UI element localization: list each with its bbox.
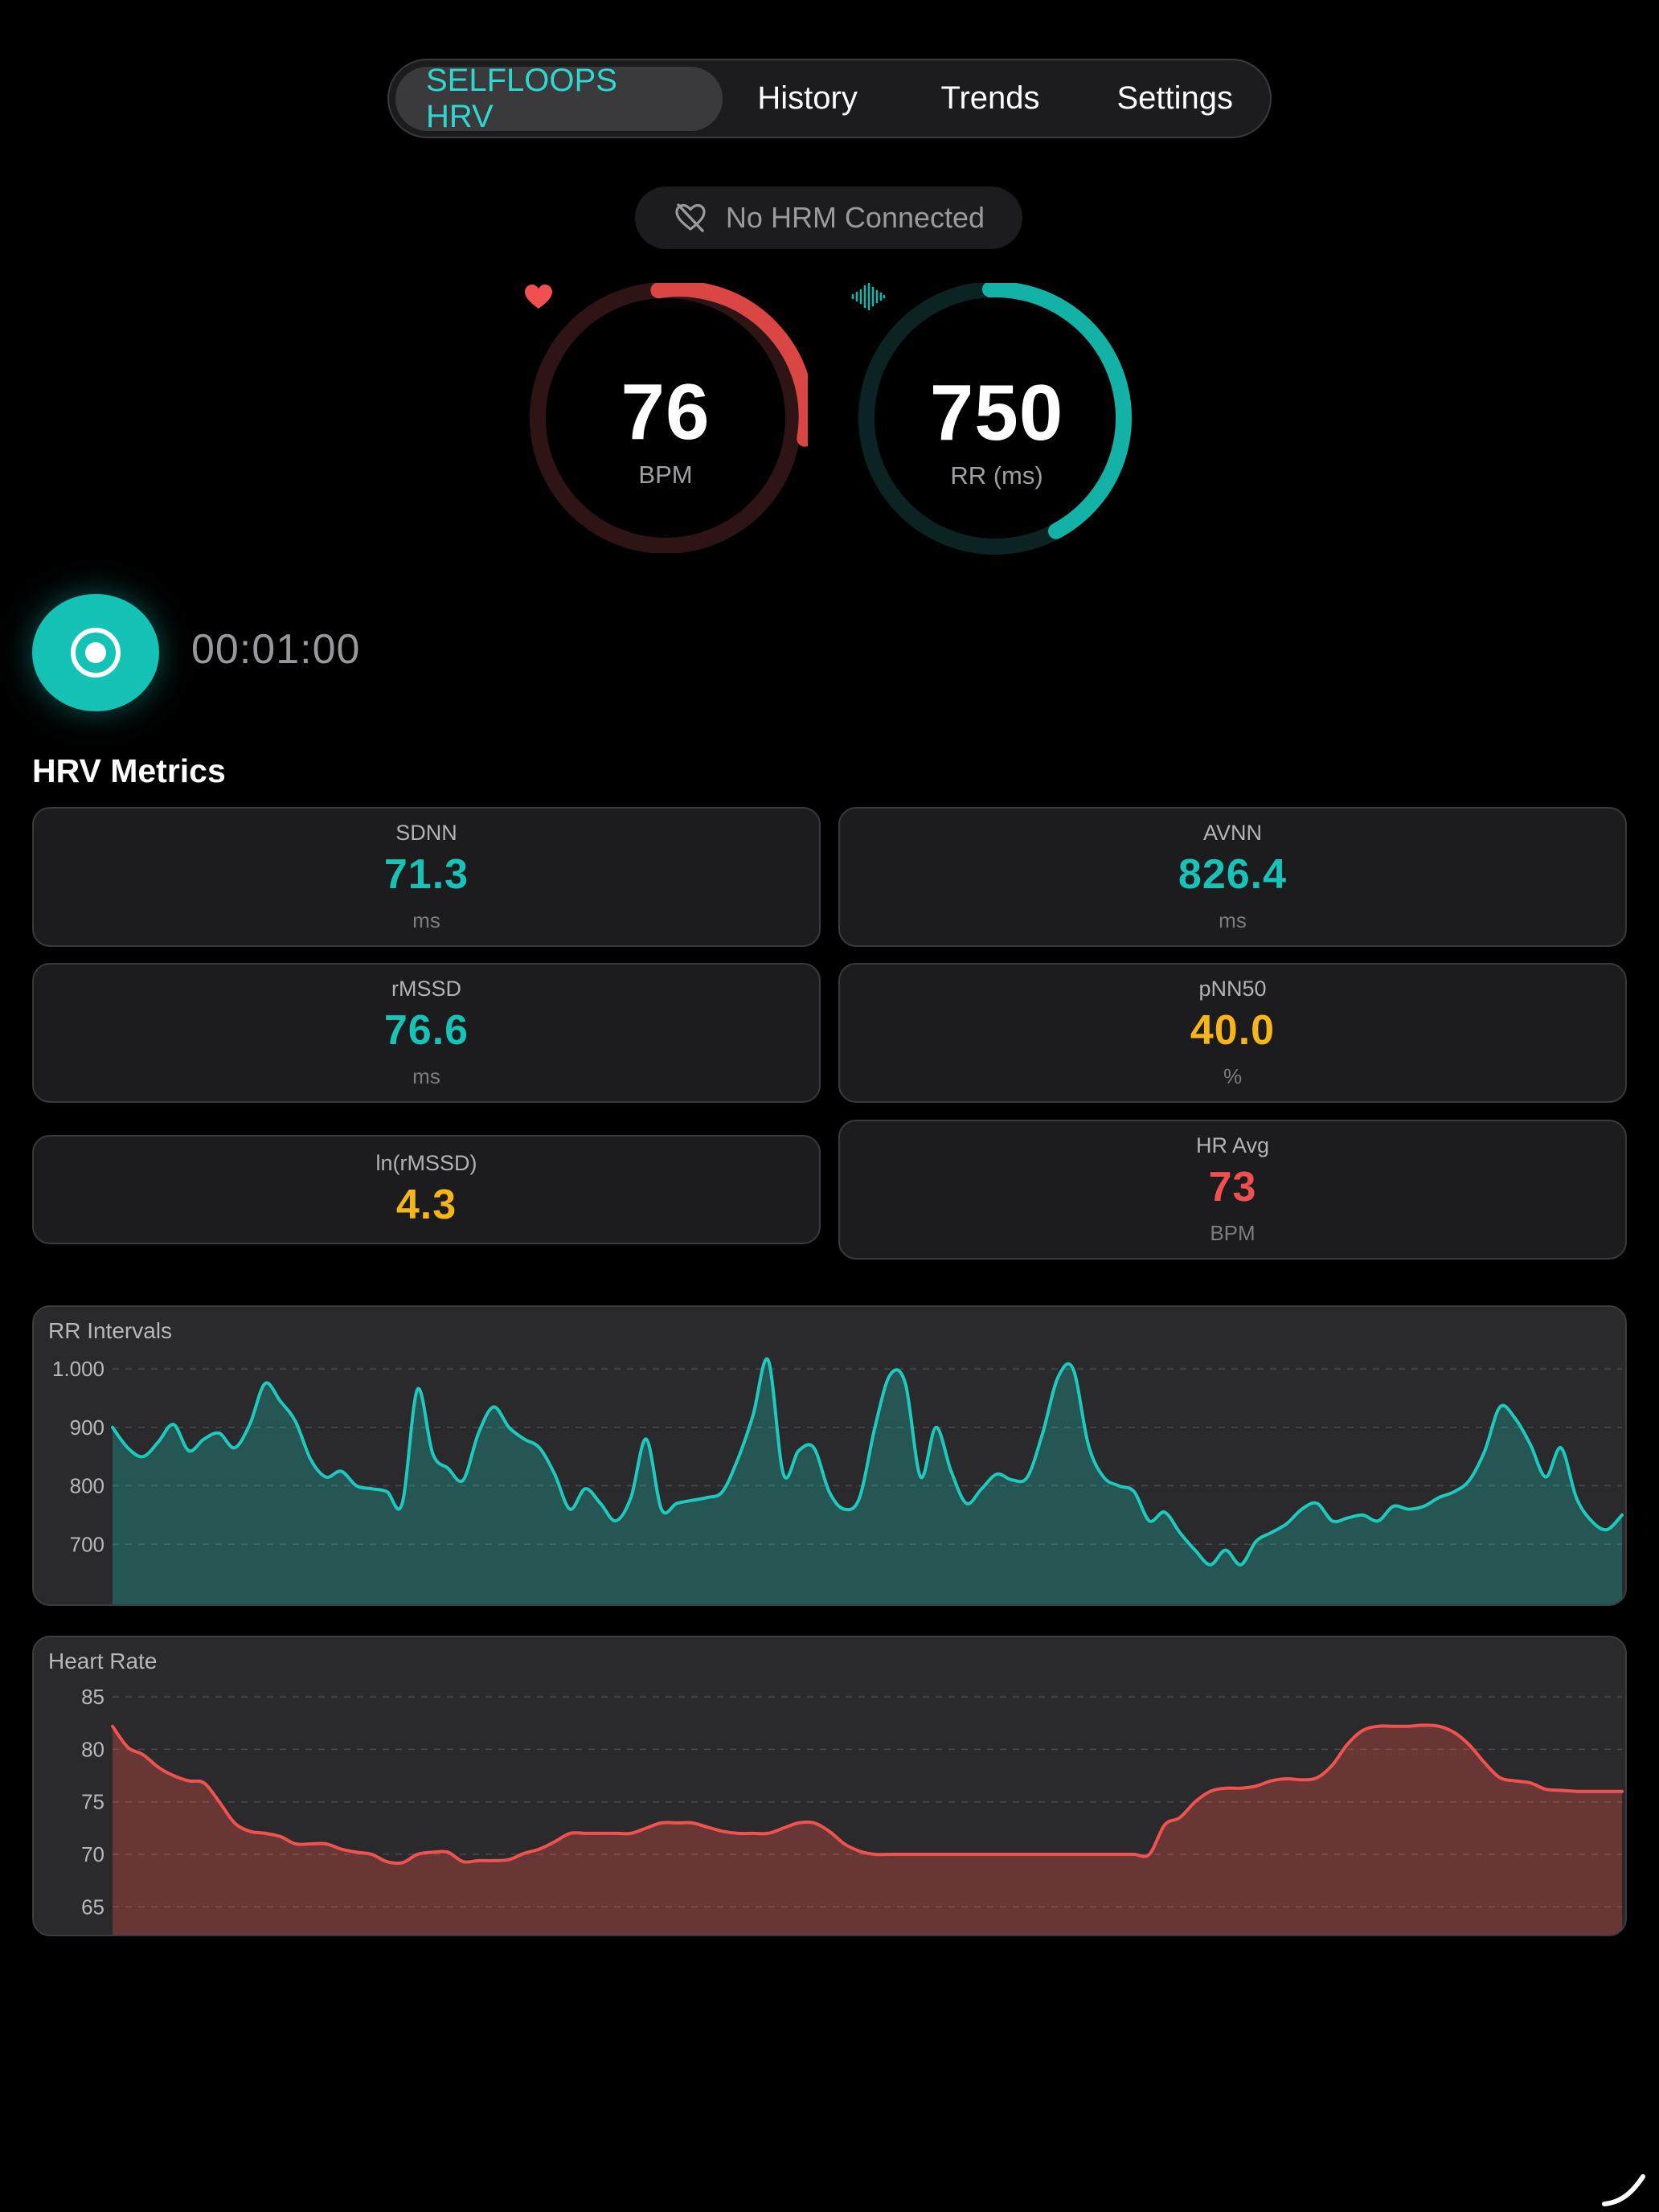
rr-gauge: 750 RR (ms) [850, 283, 1143, 556]
heart-slash-icon [673, 200, 708, 236]
metric-card-rmssd: rMSSD 76.6 ms [32, 963, 821, 1103]
metric-card-pnn50: pNN50 40.0 % [838, 963, 1627, 1103]
metric-label: AVNN [1202, 821, 1262, 846]
chart-title: Heart Rate [48, 1649, 158, 1673]
metric-label: SDNN [395, 821, 457, 846]
heart-icon [525, 285, 681, 363]
metric-value: 76.6 [383, 1007, 469, 1055]
tab-selfloops-hrv[interactable]: SELFLOOPS HRV [395, 63, 723, 134]
tab-trends[interactable]: Trends [940, 80, 1040, 116]
hrv-metrics-title: HRV Metrics [32, 752, 226, 789]
rr-series-line [111, 1357, 1624, 1567]
metric-unit: BPM [1210, 1220, 1256, 1245]
hr-y-tick-label: 75 [81, 1790, 104, 1814]
hr-y-tick-label: 65 [81, 1895, 104, 1919]
rr-y-tick-label: 700 [70, 1532, 104, 1556]
rr-value: 750 [929, 368, 1064, 457]
rr-y-tick-label: 800 [70, 1474, 104, 1498]
hr-series-line [111, 1723, 1624, 1866]
metric-label: pNN50 [1198, 977, 1267, 1002]
metric-label: HR Avg [1195, 1133, 1270, 1158]
bpm-value: 76 [621, 367, 711, 456]
top-nav: SELFLOOPS HRV History Trends Settings [387, 59, 1272, 138]
rr-intervals-chart: RR Intervals 700 800 900 1.000 [32, 1305, 1627, 1606]
metric-value: 71.3 [383, 851, 469, 899]
session-timer: 00:01:00 [191, 626, 361, 673]
metric-unit: % [1223, 1063, 1243, 1088]
metric-card-sdnn: SDNN 71.3 ms [32, 807, 821, 947]
metric-label: ln(rMSSD) [375, 1150, 477, 1175]
heart-rate-chart: Heart Rate 65 70 75 80 85 [32, 1636, 1627, 1936]
rr-area-fill [113, 1358, 1622, 1604]
metric-label: rMSSD [391, 977, 461, 1002]
rr-chart-plot: 700 800 900 1.000 [52, 1357, 1624, 1604]
hr-chart-plot: 65 70 75 80 85 [81, 1685, 1624, 1935]
metric-unit: ms [412, 907, 440, 932]
record-button[interactable] [32, 594, 159, 711]
rr-y-tick-label: 900 [70, 1415, 104, 1440]
tab-history[interactable]: History [757, 80, 858, 116]
hrm-status-label: No HRM Connected [725, 201, 985, 234]
metric-value: 826.4 [1178, 851, 1288, 899]
bpm-unit: BPM [638, 461, 693, 489]
resize-handle-icon[interactable] [1600, 2170, 1648, 2209]
metric-value: 73 [1208, 1164, 1257, 1211]
metric-card-hr-avg: HR Avg 73 BPM [838, 1120, 1627, 1260]
waveform-icon [851, 283, 1014, 363]
hr-y-tick-label: 70 [81, 1842, 104, 1866]
bpm-gauge: 76 BPM [523, 283, 808, 553]
hrm-status-pill[interactable]: No HRM Connected [635, 186, 1022, 249]
metric-value: 4.3 [395, 1181, 457, 1228]
tab-settings[interactable]: Settings [1116, 80, 1233, 116]
metric-value: 40.0 [1190, 1007, 1276, 1055]
hr-area-fill [113, 1725, 1622, 1935]
metric-unit: ms [1219, 907, 1247, 932]
rr-y-tick-label: 1.000 [52, 1357, 104, 1381]
metric-card-ln-rmssd: ln(rMSSD) 4.3 [32, 1135, 821, 1244]
hr-y-tick-label: 85 [81, 1685, 104, 1709]
hr-y-tick-label: 80 [81, 1737, 104, 1761]
chart-title: RR Intervals [48, 1318, 173, 1343]
metric-card-avnn: AVNN 826.4 ms [838, 807, 1627, 947]
metric-unit: ms [412, 1063, 440, 1088]
rr-unit: RR (ms) [950, 461, 1043, 490]
record-icon [68, 625, 124, 681]
